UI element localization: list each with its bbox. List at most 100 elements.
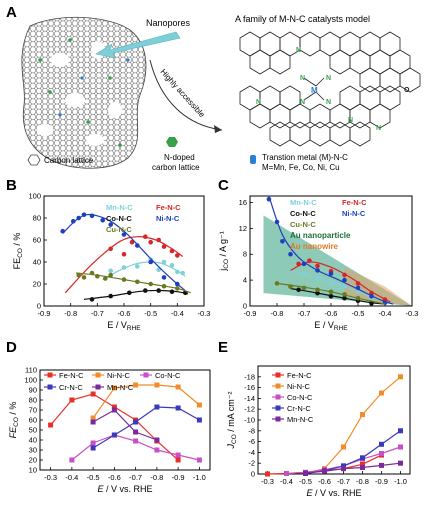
model-title: A family of M-N-C catalysts model: [235, 14, 370, 24]
panel-a-letter: A: [6, 4, 17, 21]
data-point-ni-n-c: [154, 382, 160, 388]
data-point-cu-n-c: [135, 279, 140, 285]
x-tick-label: -0.9: [38, 309, 51, 318]
legend: Fe-N-C Cr-N-C Ni-N-C Mn-N-C Co-N-C: [44, 371, 181, 392]
legend-label: Fe-N-C: [287, 371, 312, 380]
data-point-co-n-c: [108, 293, 113, 299]
data-point-co-n-c: [156, 288, 161, 293]
data-point-mn-n-c: [328, 281, 334, 286]
legend-marker-fe-n-c: [275, 372, 281, 378]
data-point-mn-n-c: [360, 465, 365, 470]
data-point-cu-n-c: [274, 281, 280, 286]
legend-label-au-nanoparticle: Au nanoparticle: [290, 231, 351, 240]
legend-label: Cr-N-C: [287, 404, 311, 413]
nanopores-label: Nanopores: [146, 18, 191, 28]
data-point-fe-n-c: [148, 239, 153, 245]
legend-metal-line1: Transtion metal (M)-N-C: [262, 153, 348, 162]
data-point-co-n-c: [284, 471, 289, 476]
data-point-ni-n-c: [266, 196, 272, 202]
data-point-fe-n-c: [369, 290, 374, 296]
legend-label: Cu-N-C: [290, 220, 316, 229]
data-point-ni-n-c: [90, 415, 96, 421]
data-point-ni-n-c: [121, 232, 127, 237]
molecule-atom-labels: N N N N N N N N M O: [256, 47, 410, 132]
data-point-cr-n-c: [90, 445, 96, 451]
data-point-mn-n-c: [398, 460, 403, 466]
data-point-fe-n-c: [90, 391, 96, 397]
data-point-cu-n-c: [175, 286, 180, 291]
data-point-mn-n-c: [342, 284, 347, 289]
panel-d-letter: D: [6, 339, 17, 356]
data-point-cu-n-c: [81, 275, 87, 280]
data-point-ni-n-c: [133, 382, 139, 388]
data-point-cr-n-c: [111, 432, 117, 438]
chart-d: -0.3 -0.4 -0.5 -0.6 -0.7 -0.8 -0.9 -1.0 10203040…: [8, 366, 211, 494]
oxygen-atom-label: O: [404, 87, 410, 94]
x-axis-label: E / VRHE: [314, 320, 348, 332]
y-tick-label: -16: [244, 383, 255, 392]
data-point-co-n-c: [342, 295, 347, 301]
data-point-ni-n-c: [60, 228, 65, 234]
data-point-ni-n-c: [288, 251, 293, 257]
data-point-cr-n-c: [398, 428, 403, 434]
legend: Mn-N-C Co-N-C Cu-N-C Fe-N-C Ni-N-C: [106, 203, 181, 234]
x-tick-label: -0.3: [406, 309, 419, 318]
data-point-co-n-c: [296, 287, 301, 293]
panel-a: A Nanopores A family of M-N-C catalysts …: [6, 4, 421, 172]
series-line-cr-n-c: [92, 406, 200, 449]
y-tick-label: -12: [244, 405, 255, 414]
data-point-mn-n-c: [108, 268, 113, 274]
x-tick-label: -0.5: [87, 473, 100, 482]
legend-marker-cr-n-c: [275, 405, 281, 411]
y-tick-label: 40: [33, 258, 41, 267]
data-point-co-n-c: [196, 457, 202, 463]
data-point-co-n-c: [379, 451, 384, 456]
x-tick-label: -0.3: [261, 477, 274, 486]
data-point-co-n-c: [127, 290, 132, 296]
data-point-ni-n-c: [280, 239, 285, 244]
data-point-ni-n-c: [196, 402, 202, 408]
y-tick-label: 30: [29, 446, 37, 455]
x-tick-label: -0.8: [356, 477, 369, 486]
data-point-fe-n-c: [360, 461, 365, 467]
y-tick-label: 90: [29, 386, 37, 395]
metal-atom-label: M: [311, 86, 318, 95]
data-point-ni-n-c: [360, 412, 365, 418]
nitrogen-atom-label: N: [376, 125, 381, 132]
data-point-ni-n-c: [301, 261, 307, 267]
y-tick-label: 8: [243, 250, 247, 259]
y-tick-label: 70: [29, 406, 37, 415]
data-point-fe-n-c: [265, 471, 270, 477]
y-tick-label: 10: [29, 466, 37, 475]
accessible-arrow: [149, 59, 223, 131]
panel-a-legend: Carbon lattice N-doped carbon lattice Tr…: [27, 137, 348, 172]
legend-marker-cr-n-c: [47, 384, 53, 390]
metal-site-icon: [250, 155, 256, 164]
x-tick-label: -0.3: [198, 309, 211, 318]
data-point-fe-n-c: [169, 248, 175, 254]
data-point-mn-n-c: [341, 466, 346, 472]
data-point-ni-n-c: [135, 243, 140, 248]
y-tick-label: -10: [244, 416, 255, 425]
legend-marker-fe-n-c: [47, 372, 53, 378]
legend-label: Co-N-C: [155, 371, 181, 380]
y-axis-label: JCO / mA cm⁻²: [226, 391, 238, 449]
carbon-lattice-icon: [27, 154, 41, 166]
data-point-mn-n-c: [154, 437, 160, 443]
x-tick-label: -0.4: [171, 309, 184, 318]
mnc-molecule-model: [239, 31, 421, 147]
x-tick-label: -0.6: [108, 473, 121, 482]
y-tick-label: 60: [33, 236, 41, 245]
series-line-ni-n-c: [92, 384, 200, 419]
data-point-ni-n-c: [355, 285, 361, 291]
data-point-ni-n-c: [175, 281, 180, 287]
data-point-cu-n-c: [121, 277, 127, 282]
y-tick-label: 80: [29, 396, 37, 405]
data-point-cu-n-c: [148, 281, 153, 287]
data-point-cu-n-c: [103, 276, 108, 281]
data-point-co-n-c: [315, 290, 320, 296]
x-tick-label: -0.4: [65, 473, 78, 482]
legend-label-au-nanowire: Au nanowire: [290, 242, 339, 251]
x-tick-label: -0.5: [352, 309, 365, 318]
